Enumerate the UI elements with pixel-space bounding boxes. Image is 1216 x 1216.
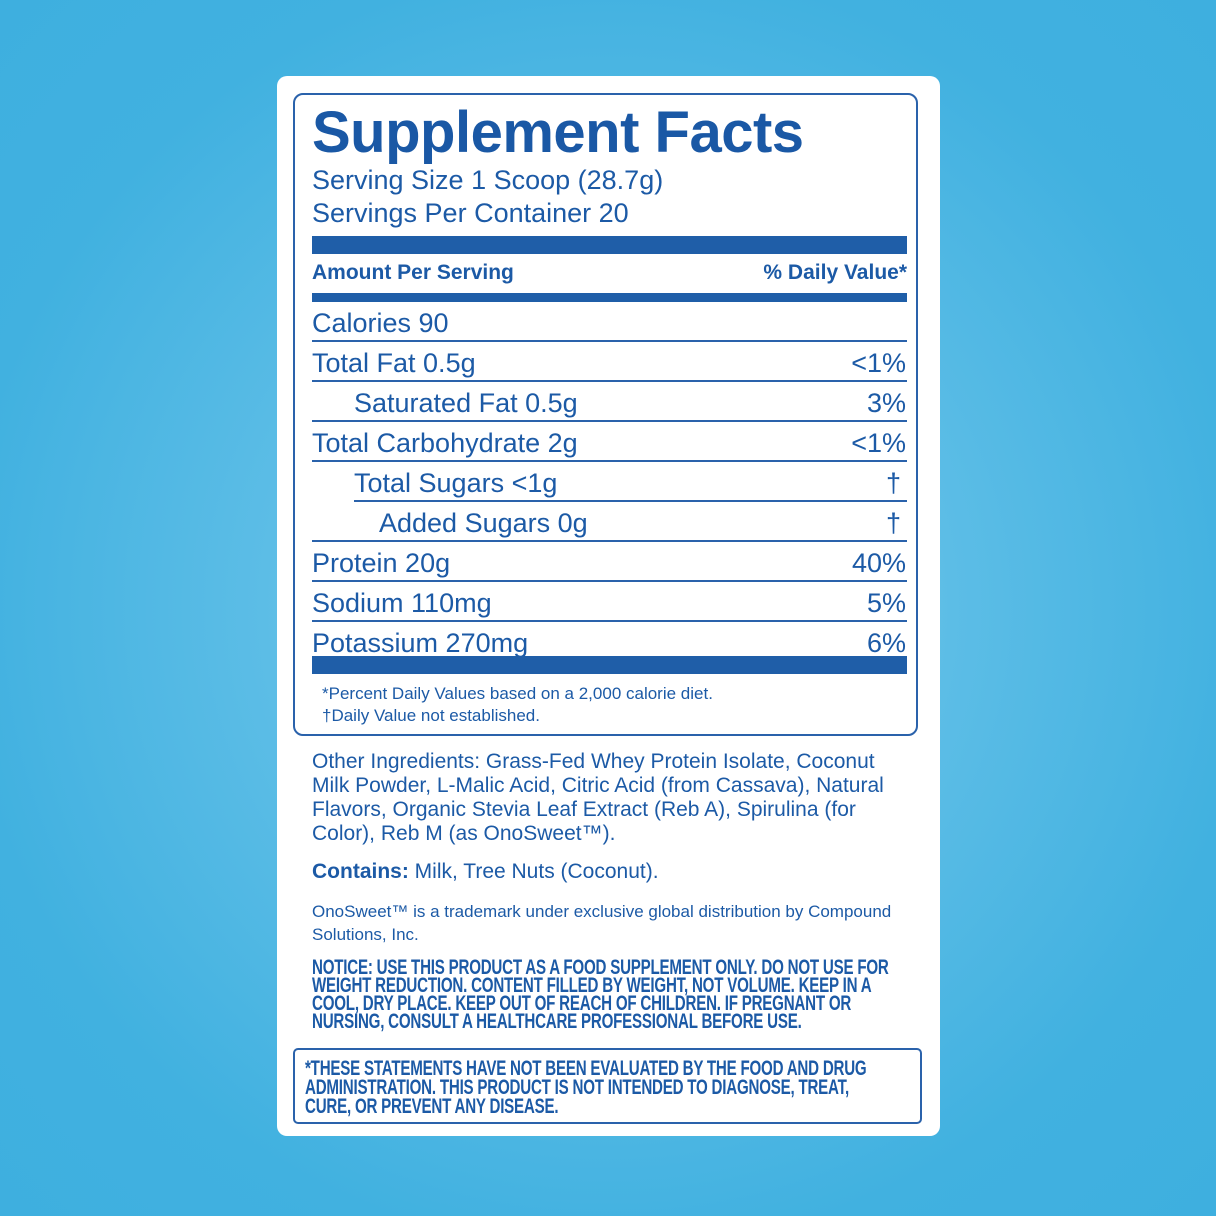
thick-divider <box>312 236 907 254</box>
nutrient-dv: <1% <box>851 348 906 378</box>
nutrient-row: Sodium 110mg 5% <box>312 582 907 622</box>
panel-title: Supplement Facts <box>312 100 804 165</box>
trademark-notice: OnoSweet™ is a trademark under exclusive… <box>312 902 892 944</box>
nutrient-dv: 40% <box>851 548 906 578</box>
nutrient-dv: † <box>885 468 901 498</box>
contains-value: Milk, Tree Nuts (Coconut). <box>408 860 659 883</box>
nutrient-row: Total Sugars <1g † <box>354 462 907 502</box>
nutrient-dv: 6% <box>866 628 906 658</box>
nutrient-label: Potassium 270mg <box>312 628 529 658</box>
supplement-facts-panel: Supplement Facts Serving Size 1 Scoop (2… <box>293 93 918 736</box>
nutrient-row: Calories 90 <box>312 302 907 342</box>
nutrient-label: Sodium 110mg <box>312 588 492 618</box>
allergen-statement: Contains: Milk, Tree Nuts (Coconut). <box>312 860 659 884</box>
nutrient-rows: Calories 90 Total Fat 0.5g <1% Saturated … <box>312 302 907 660</box>
fda-disclaimer-box: *THESE STATEMENTS HAVE NOT BEEN EVALUATE… <box>293 1048 922 1124</box>
nutrient-label: Saturated Fat 0.5g <box>354 388 578 418</box>
nutrient-row: Added Sugars 0g † <box>312 502 907 542</box>
nutrient-label: Protein 20g <box>312 548 451 578</box>
amount-per-serving-header: Amount Per Serving <box>312 261 514 284</box>
nutrient-label: Calories 90 <box>312 308 449 338</box>
nutrient-row: Protein 20g 40% <box>312 542 907 582</box>
footnote-not-established: †Daily Value not established. <box>322 706 540 725</box>
medium-divider <box>312 293 907 302</box>
nutrient-row: Saturated Fat 0.5g 3% <box>312 382 907 422</box>
servings-per-container: Servings Per Container 20 <box>312 198 629 228</box>
daily-value-header: % Daily Value* <box>763 261 907 284</box>
contains-label: Contains: <box>312 860 409 883</box>
nutrient-dv: <1% <box>851 428 906 458</box>
nutrient-dv: 3% <box>866 388 906 418</box>
column-header: Amount Per Serving % Daily Value* <box>312 261 907 285</box>
nutrient-dv: 5% <box>866 588 906 618</box>
supplement-label: Supplement Facts Serving Size 1 Scoop (2… <box>277 76 940 1136</box>
nutrient-label: Total Fat 0.5g <box>312 348 476 378</box>
thick-divider <box>312 656 907 674</box>
nutrient-dv: † <box>885 508 901 538</box>
footnote-daily-values: *Percent Daily Values based on a 2,000 c… <box>322 684 713 703</box>
nutrient-row: Total Carbohydrate 2g <1% <box>312 422 907 462</box>
nutrient-row: Total Fat 0.5g <1% <box>312 342 907 382</box>
nutrient-row: Potassium 270mg 6% <box>312 622 907 660</box>
nutrient-label: Total Carbohydrate 2g <box>312 428 578 458</box>
nutrient-label: Total Sugars <1g <box>354 468 558 498</box>
other-ingredients: Other Ingredients: Grass-Fed Whey Protei… <box>312 750 884 845</box>
fda-disclaimer: *THESE STATEMENTS HAVE NOT BEEN EVALUATE… <box>305 1057 867 1118</box>
serving-size: Serving Size 1 Scoop (28.7g) <box>312 165 664 195</box>
nutrient-label: Added Sugars 0g <box>379 508 588 538</box>
usage-notice: NOTICE: USE THIS PRODUCT AS A FOOD SUPPL… <box>312 956 889 1033</box>
